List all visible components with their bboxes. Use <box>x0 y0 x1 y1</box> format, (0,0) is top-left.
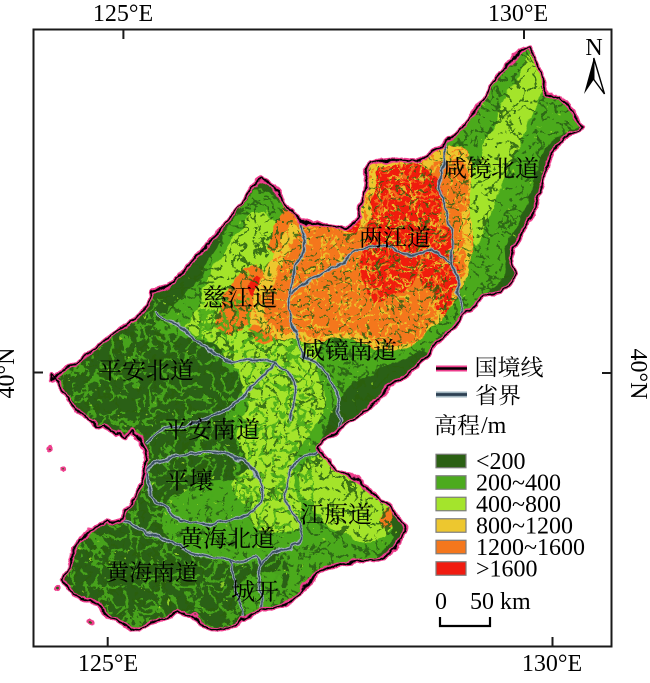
svg-text:1200~1600: 1200~1600 <box>476 535 585 561</box>
svg-text:N: N <box>585 35 602 61</box>
svg-text:130°E: 130°E <box>488 1 548 27</box>
svg-text:130°E: 130°E <box>522 651 582 677</box>
svg-text:400~800: 400~800 <box>476 492 561 518</box>
svg-text:40°N: 40°N <box>625 349 650 400</box>
svg-text:/m: /m <box>481 413 507 439</box>
svg-text:<200: <200 <box>476 449 526 475</box>
svg-text:0: 0 <box>435 589 447 615</box>
svg-text:125°E: 125°E <box>78 651 138 677</box>
svg-text:125°E: 125°E <box>93 1 153 27</box>
svg-text:km: km <box>500 589 531 615</box>
svg-text:800~1200: 800~1200 <box>476 514 573 540</box>
svg-text:40°N: 40°N <box>0 348 20 399</box>
svg-text:50: 50 <box>470 589 494 615</box>
svg-text:200~400: 200~400 <box>476 471 561 497</box>
svg-text:>1600: >1600 <box>476 557 538 583</box>
